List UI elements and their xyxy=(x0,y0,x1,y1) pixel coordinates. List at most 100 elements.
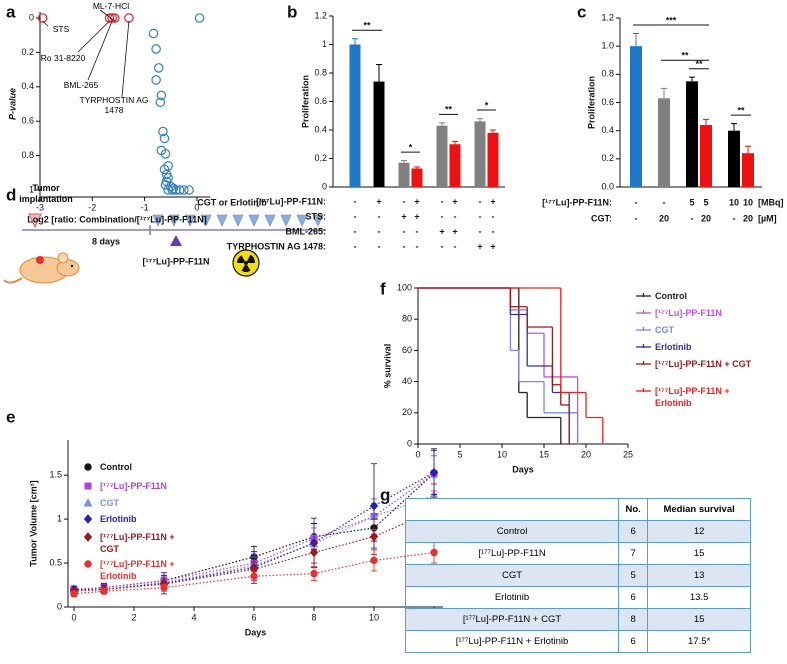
error-bar xyxy=(414,166,420,169)
condition-entry: - xyxy=(635,213,638,223)
condition-entry: 5 xyxy=(703,197,708,207)
error-bar xyxy=(352,38,358,45)
x-tick-label: 2 xyxy=(131,612,136,622)
data-point xyxy=(194,13,205,23)
y-tick-label: 0 xyxy=(29,12,34,22)
marker xyxy=(100,587,108,595)
bar xyxy=(411,168,423,187)
legend-label: [¹⁷⁷Lu]-PP-F11N xyxy=(100,481,167,491)
legend-marker xyxy=(84,482,92,490)
legend-label-box: Control xyxy=(100,462,132,472)
panel-label: e xyxy=(6,407,15,426)
x-tick-label: 6 xyxy=(251,612,256,622)
y-tick-label: 1.2 xyxy=(314,10,327,20)
bar xyxy=(700,125,712,187)
table-cell: 6 xyxy=(617,630,649,653)
y-tick-label: 0 xyxy=(407,438,412,448)
condition-entry: - xyxy=(378,241,381,251)
header-row: No. Median survival xyxy=(405,498,751,521)
table-cell: [¹⁷⁷Lu]-PP-F11N + CGT xyxy=(405,608,619,631)
y-tick-label: 60 xyxy=(402,345,412,355)
data-point xyxy=(155,97,166,108)
legend-label-box: [¹⁷⁷Lu]-PP-F11N + Erlotinib xyxy=(655,386,730,408)
significance-label: ** xyxy=(363,21,371,31)
radiotherapy-label: [¹⁷⁷Lu]-PP-F11N xyxy=(143,256,210,266)
table-cell: 8 xyxy=(617,608,649,631)
panel-label: f xyxy=(380,279,386,298)
legend-label-box: [¹⁷⁷Lu]-PP-F11N + Erlotinib xyxy=(100,559,175,581)
table-cell: Erlotinib xyxy=(405,586,619,609)
marker xyxy=(70,590,78,598)
table-cell: 15 xyxy=(647,608,751,631)
x-tick-label: -3 xyxy=(36,202,44,212)
legend-label: [¹⁷⁷Lu]-PP-F11N + CGT xyxy=(655,359,752,369)
condition-entry: - xyxy=(454,211,457,221)
legend-label: [¹⁷⁷Lu]-PP-F11N + CGT xyxy=(100,532,175,554)
data-point xyxy=(151,75,161,85)
start-label: Tumor implantation xyxy=(19,183,73,204)
table-cell: 6 xyxy=(617,586,649,609)
condition-entry: - xyxy=(663,197,666,207)
significance-label: * xyxy=(409,142,413,152)
condition-entry: + xyxy=(439,226,444,236)
data-point xyxy=(104,13,115,23)
bar xyxy=(398,162,410,187)
legend-label-box: Control xyxy=(655,291,687,301)
condition-entry: - xyxy=(378,226,381,236)
bar xyxy=(487,132,499,187)
table-cell: 7 xyxy=(617,542,649,565)
x-tick-label: 0 xyxy=(194,202,199,212)
marker xyxy=(370,556,378,565)
data-point xyxy=(168,183,179,194)
table-cell: 12 xyxy=(647,520,751,543)
error-bar xyxy=(633,32,639,47)
panel-label: b xyxy=(287,2,297,21)
table-cell: [¹⁷⁷Lu]-PP-F11N + Erlotinib xyxy=(405,630,619,653)
error-bar xyxy=(439,122,445,126)
error-bar xyxy=(452,140,458,145)
interval-label: 8 days xyxy=(92,236,120,246)
marker xyxy=(309,547,319,558)
treatment-label: CGT or Erlotinib xyxy=(197,197,267,207)
panel-label: c xyxy=(577,2,586,21)
y-tick-label: 0.2 xyxy=(21,47,34,57)
data-point xyxy=(37,13,48,23)
legend-label: [¹⁷⁷Lu]-PP-F11N xyxy=(655,308,722,318)
condition-entry: - xyxy=(492,211,495,221)
data-point xyxy=(184,185,194,195)
significance-label: ** xyxy=(695,59,703,69)
timeline: Tumor implantation 8 days CGT or Erlotin… xyxy=(3,183,326,284)
legend-label-box: [¹⁷⁷Lu]-PP-F11N xyxy=(100,481,167,491)
y-tick-label: 1 xyxy=(29,184,34,194)
y-tick-label: 0 xyxy=(57,601,62,611)
x-tick-label: 5 xyxy=(457,449,462,459)
condition-entry: - xyxy=(403,226,406,236)
bar xyxy=(373,81,385,187)
y-axis-label: Proliferation xyxy=(586,76,596,129)
legend-marker xyxy=(83,532,93,542)
condition-entry: + xyxy=(452,226,457,236)
y-axis-label: Proliferation xyxy=(300,75,310,128)
condition-entry: + xyxy=(414,196,419,206)
data-point xyxy=(159,133,170,144)
legend-label: CGT xyxy=(655,325,674,335)
table-cell: 15 xyxy=(647,542,751,565)
condition-entry: 10 xyxy=(729,197,739,207)
condition-entry: 20 xyxy=(743,213,753,223)
point-label: STS xyxy=(52,24,70,34)
condition-entry: - xyxy=(479,226,482,236)
condition-entry: 10 xyxy=(743,197,753,207)
table-row: [¹⁷⁷Lu]-PP-F11N + CGT 8 15 xyxy=(405,608,751,631)
bar xyxy=(349,44,361,187)
marker xyxy=(369,531,379,542)
x-tick-label: 25 xyxy=(623,449,633,459)
condition-entry: - xyxy=(733,213,736,223)
marker xyxy=(250,572,258,580)
error-bar xyxy=(731,123,737,131)
panel-label: a xyxy=(6,2,16,21)
bar xyxy=(742,153,754,187)
condition-entry: - xyxy=(454,241,457,251)
condition-entry: - xyxy=(403,241,406,251)
legend-marker xyxy=(83,497,93,507)
